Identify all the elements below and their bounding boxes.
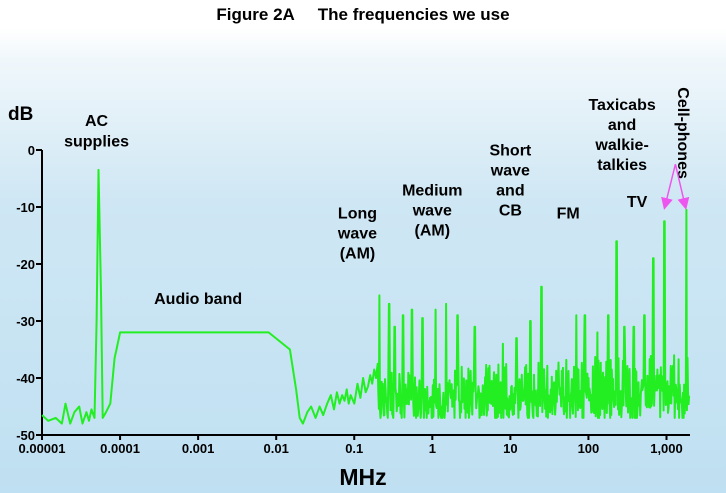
y-tick-label: -50	[16, 428, 35, 443]
annotation-label: wave	[490, 163, 530, 180]
x-tick-label: 100	[578, 441, 600, 456]
y-tick-label: -30	[16, 314, 35, 329]
annotation-label: talkies	[597, 157, 647, 174]
annotation-label: Taxicabs	[588, 97, 655, 114]
plot-area	[41, 168, 691, 425]
annotation-label: (AM)	[415, 223, 451, 240]
x-tick-label: 0.0001	[100, 441, 140, 456]
annotation-arrow	[661, 164, 677, 210]
series-line	[41, 168, 691, 425]
x-tick-label: 1	[429, 441, 436, 456]
y-tick-label: 0	[28, 143, 35, 158]
y-tick-label: -40	[16, 371, 35, 386]
annotation-label: wave	[337, 225, 377, 242]
chart-title: Figure 2A The frequencies we use	[216, 5, 509, 24]
x-tick-label: 1,000	[650, 441, 683, 456]
annotation-label: Audio band	[154, 291, 242, 308]
annotation-label: and	[608, 117, 636, 134]
y-axis: 0 -10 -20 -30 -40 -50	[16, 143, 43, 443]
x-axis-label: MHz	[339, 464, 386, 490]
annotation-label: TV	[627, 194, 648, 211]
annotation-label: Short	[489, 143, 531, 160]
x-tick-label: 0.00001	[19, 441, 66, 456]
annotation-label: FM	[557, 205, 580, 222]
annotations: AC supplies Audio band Long wave (AM) Medium wa…	[64, 87, 691, 308]
annotation-label: and	[496, 183, 524, 200]
annotation-label: wave	[412, 203, 452, 220]
x-tick-label: 0.1	[345, 441, 363, 456]
y-axis-label: dB	[8, 104, 33, 125]
annotation-label: walkie-	[594, 137, 648, 154]
y-tick-label: -10	[16, 200, 35, 215]
x-tick-label: 10	[503, 441, 517, 456]
annotation-label: supplies	[64, 134, 129, 151]
annotation-label: AC	[85, 113, 109, 130]
annotation-label: Long	[338, 205, 377, 222]
annotation-arrow	[674, 164, 690, 210]
x-tick-label: 0.01	[264, 441, 289, 456]
y-tick-label: -20	[16, 257, 35, 272]
x-tick-label: 0.001	[182, 441, 215, 456]
x-axis: 0.00001 0.0001 0.001 0.01 0.1 1 10 100 1,000	[19, 434, 690, 456]
annotation-label: CB	[499, 203, 522, 220]
annotation-label: Cell-phones	[674, 87, 691, 179]
annotation-label: Medium	[402, 183, 462, 200]
annotation-label: (AM)	[340, 245, 376, 262]
